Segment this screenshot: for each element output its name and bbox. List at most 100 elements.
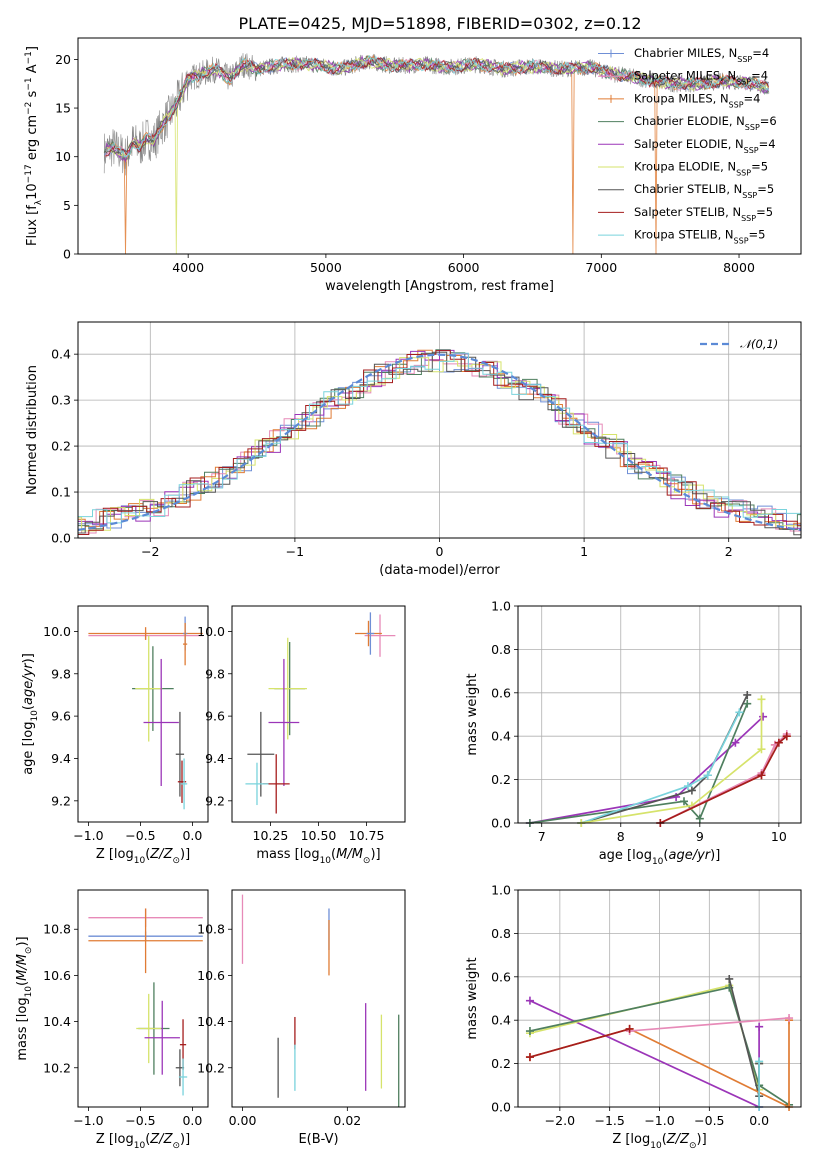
legend-label-salpeter_stelib: Salpeter STELIB, NSSP=5	[634, 205, 773, 223]
weight-marker-salpeter_elodie	[525, 996, 534, 1005]
histogram-kroupa_stelib	[78, 352, 801, 530]
weight_vs_age-x-label: age [log10(age/yr)]	[599, 848, 721, 867]
weight-marker-salpeter_elodie	[731, 738, 740, 747]
model-spectrum-line-kroupa_stelib	[106, 55, 770, 158]
normal-curve	[78, 353, 801, 531]
x-tick-label: 0.00	[229, 1113, 257, 1128]
weight_vs_age-y-label: mass weight	[465, 673, 480, 755]
weight-marker-salpeter_stelib	[774, 738, 783, 747]
weight-marker-chabrier_stelib	[743, 690, 752, 699]
x-tick-label: 10.75	[349, 828, 385, 843]
y-tick-label: 10	[55, 149, 71, 164]
weight-line-chabrier_elodie	[529, 703, 748, 824]
y-tick-label: 5	[63, 198, 71, 213]
weight-line-salpeter_stelib	[529, 1028, 630, 1058]
model-spectrum-line-chabrier_stelib	[103, 57, 769, 155]
weight-line-salpeter_elodie	[529, 999, 760, 1109]
weight-line-salpeter_miles	[629, 1017, 790, 1032]
x-tick-label: −1	[286, 544, 304, 559]
weight-marker-kroupa_stelib	[683, 782, 692, 791]
y-tick-label: 15	[55, 101, 71, 116]
spectrum-x-label: wavelength [Angstrom, rest frame]	[325, 279, 554, 294]
y-tick-label: 10.8	[197, 922, 225, 937]
weight-line-salpeter_miles	[659, 733, 788, 824]
weight-marker-salpeter_stelib	[757, 771, 766, 780]
y-tick-label: 0.3	[51, 393, 71, 408]
x-tick-label: −1.0	[73, 828, 103, 843]
legend-label-kroupa_miles: Kroupa MILES, NSSP=4	[634, 91, 760, 109]
y-tick-label: 10.4	[197, 1014, 225, 1029]
spectrum-lines	[103, 53, 770, 254]
weight-marker-kroupa_elodie	[757, 695, 766, 704]
figure-title: PLATE=0425, MJD=51898, FIBERID=0302, z=0…	[238, 14, 641, 33]
mass_vs_Z-panel: −1.0 −0.5 0.0 10.2 10.4 10.6 10.8 Z [log10(Z/Z⊙…	[15, 889, 209, 1151]
x-tick-label: 2	[725, 544, 733, 559]
x-tick-label: 10.25	[253, 828, 289, 843]
y-tick-label: 9.4	[205, 751, 225, 766]
legend-label-salpeter_elodie: Salpeter ELODIE, NSSP=4	[634, 137, 776, 155]
mass_vs_ebv-panel: 0.00 0.02 10.2 10.4 10.6 10.8 E(B-V)	[197, 889, 406, 1147]
legend-label-chabrier_miles: Chabrier MILES, NSSP=4	[634, 46, 769, 64]
x-tick-label: 7000	[585, 260, 617, 275]
weight-marker-salpeter_stelib	[782, 732, 791, 741]
spectrum-y-label: Flux [fλ10−17 erg cm−2 s−1 A−1]	[24, 46, 44, 246]
spectrum-panel: 4000 5000 6000 7000 8000 0 5 10 15 20 Chabrier MIL…	[24, 37, 802, 294]
weight-marker-salpeter_stelib	[625, 1024, 634, 1033]
y-tick-label: 9.6	[51, 709, 71, 724]
residual-y-label: Normed distribution	[25, 365, 40, 495]
weight-marker-kroupa_stelib	[755, 1057, 764, 1066]
x-tick-label: 8	[617, 829, 625, 844]
weight-marker-kroupa_elodie	[757, 745, 766, 754]
weight-marker-chabrier_elodie	[695, 814, 704, 823]
age_vs_mass-panel: 10.25 10.50 10.75 9.2 9.4 9.6 9.8 10.0 mass [log…	[197, 605, 406, 866]
axes-frame	[77, 321, 802, 539]
model-spectrum-line-salpeter_stelib	[105, 56, 770, 157]
age_vs_Z-panel: −1.0 −0.5 0.0 9.2 9.4 9.6 9.8 10.0 Z [log10(Z/Z⊙…	[21, 605, 209, 866]
legend-label-chabrier_elodie: Chabrier ELODIE, NSSP=6	[634, 114, 777, 132]
x-tick-label: 1	[580, 544, 588, 559]
x-tick-label: −0.5	[694, 1113, 724, 1128]
weight-line-salpeter_elodie	[529, 716, 764, 824]
y-tick-label: 0.4	[51, 347, 71, 362]
age_vs_Z-y-label: age [log10(age/yr)]	[21, 653, 40, 775]
x-tick-label: 10	[771, 829, 787, 844]
histogram-chabrier_stelib	[78, 351, 801, 536]
y-tick-label: 10.4	[43, 1014, 71, 1029]
y-tick-label: 9.2	[205, 793, 225, 808]
y-tick-label: 20	[55, 52, 71, 67]
y-tick-label: 10.6	[197, 968, 225, 983]
histogram-salpeter_stelib	[78, 350, 801, 535]
y-tick-label: 0.8	[491, 642, 511, 657]
weight-line-salpeter_stelib	[659, 735, 788, 824]
x-tick-label: 7	[538, 829, 546, 844]
y-tick-label: 10.6	[43, 968, 71, 983]
mass_vs_ebv-x-label: E(B-V)	[298, 1132, 338, 1147]
weight-line-kroupa_elodie	[529, 984, 760, 1090]
x-tick-label: 9	[696, 829, 704, 844]
weight-marker-chabrier_elodie	[680, 797, 689, 806]
y-tick-label: 1.0	[491, 883, 511, 898]
weight_vs_Z-panel: −2.0 −1.5 −1.0 −0.5 0.0 0.0 0.2 0.4 0.6 0.8 1.0 Z […	[465, 883, 802, 1151]
y-tick-label: 10.2	[43, 1060, 71, 1075]
weight-marker-kroupa_stelib	[735, 708, 744, 717]
x-tick-label: −2	[141, 544, 159, 559]
residual-panel: −2 −1 0 1 2 0.0 0.1 0.2 0.3 0.4 𝒩(0,1) (data-model)…	[25, 321, 802, 578]
axes-frame	[231, 605, 406, 823]
x-tick-label: 8000	[723, 260, 755, 275]
weight-marker-chabrier_stelib	[687, 786, 696, 795]
residual-x-label: (data-model)/error	[379, 563, 500, 578]
y-tick-label: 9.2	[51, 793, 71, 808]
x-tick-label: 0.0	[182, 828, 202, 843]
weight-marker-salpeter_elodie	[759, 712, 768, 721]
y-tick-label: 9.6	[205, 709, 225, 724]
legend-label-salpeter_miles: Salpeter MILES, NSSP=4	[634, 69, 768, 87]
x-tick-label: −1.0	[644, 1113, 674, 1128]
weight-marker-salpeter_elodie	[755, 1022, 764, 1031]
legend-label-normal: 𝒩(0,1)	[740, 337, 778, 351]
x-tick-label: −0.5	[125, 828, 155, 843]
y-tick-label: 9.4	[51, 751, 71, 766]
y-tick-label: 0.0	[51, 531, 71, 546]
y-tick-label: 1.0	[491, 599, 511, 614]
x-tick-label: −2.0	[545, 1113, 575, 1128]
